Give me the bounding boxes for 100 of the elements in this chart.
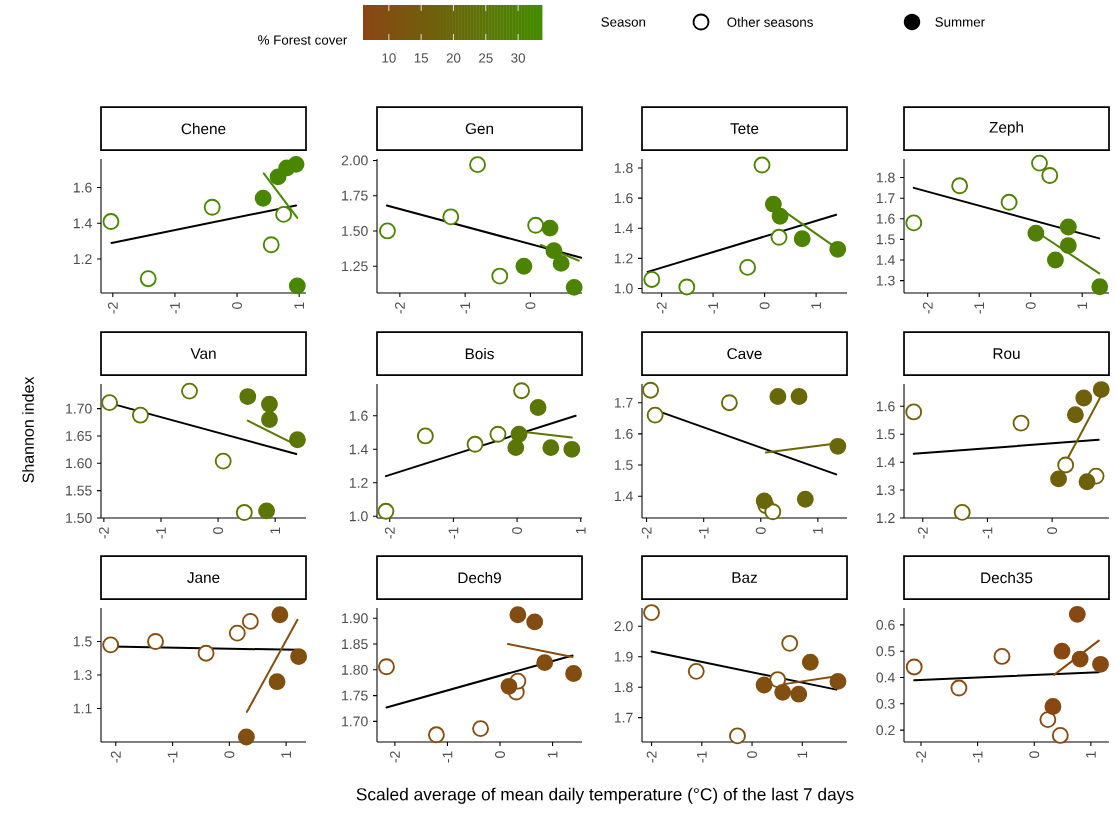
point — [755, 492, 773, 510]
point — [536, 654, 554, 672]
x-tick-label: -1 — [696, 751, 707, 763]
y-tick-label: 1.50 — [66, 513, 92, 523]
point — [1068, 605, 1086, 623]
x-tick-label: 1 — [575, 527, 586, 534]
point — [377, 502, 395, 520]
x-tick-label: 0 — [1029, 751, 1040, 758]
point — [642, 381, 660, 399]
x-tick-label: -2 — [916, 751, 926, 763]
point — [643, 271, 661, 288]
point — [235, 504, 253, 521]
point — [1059, 237, 1077, 255]
y-tick-label: 1.5 — [73, 636, 92, 647]
point — [552, 254, 570, 272]
y-tick-label: 1.75 — [342, 690, 368, 701]
point — [241, 612, 259, 630]
y-tick-label: 1.2 — [73, 254, 92, 264]
x-tick-label: 1 — [1086, 751, 1096, 758]
y-tick-label: 1.8 — [614, 163, 633, 173]
point — [1047, 251, 1064, 269]
y-tick-label: 1.9 — [614, 651, 633, 662]
point — [500, 677, 518, 695]
chart-title: Cave — [727, 348, 762, 360]
point — [288, 277, 306, 295]
point — [729, 727, 746, 745]
y-tick-label: 1.6 — [876, 401, 895, 412]
x-tick-label: 0 — [759, 302, 770, 309]
chart-title: Bois — [465, 348, 494, 360]
point — [289, 431, 306, 449]
text: Other seasons — [727, 17, 813, 27]
point — [427, 726, 445, 744]
y-tick-label: 1.6 — [73, 182, 92, 193]
y-tick-label: 0.4 — [876, 672, 895, 683]
point — [770, 228, 788, 246]
x-tick-label: 0 — [213, 527, 224, 534]
point — [781, 634, 799, 652]
chart-title: Rou — [993, 348, 1020, 359]
x-tick-label: -1 — [442, 751, 453, 763]
x-tick-label: 0 — [525, 302, 536, 309]
chart-title: Tete — [730, 123, 759, 134]
point — [416, 427, 434, 445]
point — [529, 399, 547, 416]
point — [678, 278, 696, 296]
y-tick-label: 1.4 — [876, 255, 895, 265]
y-tick-label: 1.0 — [349, 511, 368, 522]
point — [993, 647, 1011, 665]
y-tick-label: 0.3 — [876, 698, 895, 709]
color-bar-label: 15 — [414, 53, 429, 63]
point — [774, 683, 792, 701]
point — [469, 156, 486, 174]
chart-title: Chene — [181, 123, 226, 135]
point — [643, 604, 660, 622]
point — [790, 388, 808, 405]
point — [275, 205, 293, 223]
x-tick-label: 1 — [813, 527, 823, 534]
point — [261, 395, 278, 413]
point — [1066, 406, 1084, 424]
x-tick-label: -1 — [167, 751, 178, 763]
point — [509, 606, 527, 624]
point — [214, 452, 232, 470]
x-tick-label: 0 — [495, 751, 505, 758]
y-tick-label: 1.4 — [614, 223, 633, 234]
point — [796, 490, 814, 508]
y-tick-label: 1.7 — [614, 397, 633, 408]
point — [507, 439, 525, 457]
point — [1050, 470, 1067, 488]
x-tick-label: -1 — [448, 527, 459, 539]
point — [905, 658, 923, 676]
point — [147, 633, 164, 650]
y-tick-label: 1.7 — [614, 712, 633, 723]
point — [687, 662, 705, 680]
point — [472, 720, 489, 738]
point — [1057, 456, 1075, 474]
point — [197, 644, 215, 662]
x-tick-label: 1 — [270, 527, 280, 534]
x-tick-label: 0 — [224, 751, 235, 758]
y-tick-label: 1.5 — [614, 460, 633, 470]
y-tick-label: 1.55 — [66, 485, 92, 496]
y-tick-label: 1.60 — [66, 458, 92, 469]
y-tick-label: 0.2 — [876, 725, 895, 736]
x-tick-label: 0 — [232, 302, 243, 309]
point — [1031, 154, 1048, 172]
color-bar-label: 25 — [479, 53, 493, 63]
point — [510, 425, 528, 443]
x-tick-label: -1 — [170, 302, 180, 314]
x-tick-label: -2 — [656, 302, 667, 314]
x-tick-label: -2 — [646, 751, 657, 763]
point — [905, 403, 923, 421]
color-bar-title: % Forest cover — [258, 35, 348, 45]
point — [541, 219, 559, 237]
point — [290, 648, 308, 665]
x-tick-label: -2 — [922, 302, 933, 314]
point — [513, 382, 530, 400]
point — [181, 382, 198, 400]
y-axis-title: Shannon index — [22, 376, 34, 483]
x-tick-label: -2 — [641, 527, 652, 539]
x-tick-label: 1 — [811, 302, 821, 309]
x-tick-label: -1 — [982, 527, 993, 539]
point — [1039, 711, 1057, 729]
